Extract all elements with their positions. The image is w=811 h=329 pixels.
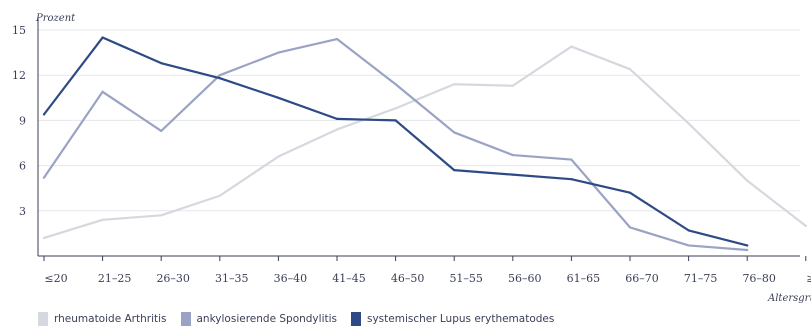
data-point xyxy=(687,229,690,232)
data-point xyxy=(335,128,339,131)
legend-label: ankylosierende Spondylitis xyxy=(196,313,338,325)
legend-swatch xyxy=(351,312,361,326)
data-point xyxy=(160,214,163,217)
data-point xyxy=(628,68,632,71)
data-point xyxy=(511,153,514,157)
legend-label: systemischer Lupus erythematodes xyxy=(367,313,555,325)
data-point xyxy=(453,131,456,134)
data-point xyxy=(160,129,163,133)
axes xyxy=(37,18,807,261)
data-point xyxy=(687,122,690,125)
data-point xyxy=(511,84,514,87)
x-tick-label: 21–25 xyxy=(98,272,132,285)
x-tick-label: ≤20 xyxy=(44,272,67,285)
x-tick-label: 56–60 xyxy=(508,272,542,285)
data-point xyxy=(746,179,749,182)
data-point xyxy=(218,77,221,80)
data-point xyxy=(335,117,339,120)
data-point xyxy=(101,90,104,93)
data-point xyxy=(394,83,397,86)
x-tick-label: 51–55 xyxy=(449,272,483,285)
data-point xyxy=(453,83,456,86)
line-chart: Prozent Altersgruppe 3 6 9 12 15 ≤20 21–25 26–… xyxy=(12,13,811,304)
data-point xyxy=(570,45,573,48)
data-point xyxy=(570,158,573,161)
x-tick-label: ≥81 xyxy=(806,272,811,285)
x-tick-label: 46–50 xyxy=(391,272,425,285)
x-tick-labels: ≤20 21–25 26–30 31–35 36–40 41–45 46–50 51–55 56… xyxy=(44,272,811,285)
y-tick-label: 9 xyxy=(19,114,26,127)
legend-item-ankylosierende-spondylitis: ankylosierende Spondylitis xyxy=(180,312,338,326)
data-point xyxy=(218,74,221,77)
x-tick-label: 36–40 xyxy=(274,272,308,285)
data-point xyxy=(42,176,46,179)
data-point xyxy=(277,51,280,54)
data-point xyxy=(570,178,573,181)
data-point xyxy=(101,36,104,39)
grid-lines xyxy=(38,29,800,212)
data-point xyxy=(101,218,104,221)
data-point xyxy=(160,62,163,65)
data-point xyxy=(804,224,807,227)
data-point xyxy=(277,96,280,99)
y-tick-labels: 3 6 9 12 15 xyxy=(12,24,26,218)
data-point xyxy=(628,226,632,229)
x-tick-label: 76–80 xyxy=(742,272,776,285)
x-tick-label: 26–30 xyxy=(156,272,190,285)
series-line xyxy=(42,36,749,247)
x-tick-label: 61–65 xyxy=(567,272,601,285)
data-point xyxy=(628,191,632,194)
data-point xyxy=(335,37,339,41)
data-point xyxy=(42,236,46,240)
legend-swatch xyxy=(180,312,191,326)
series-lines xyxy=(42,36,807,252)
data-point xyxy=(511,173,514,176)
data-point xyxy=(394,119,397,122)
data-point xyxy=(42,113,46,116)
data-point xyxy=(746,248,749,252)
y-tick-label: 6 xyxy=(19,160,26,173)
legend-label: rheumatoide Arthritis xyxy=(54,313,167,325)
data-point xyxy=(687,244,690,247)
data-point xyxy=(453,169,456,172)
data-point xyxy=(394,107,397,110)
legend-item-systemischer-lupus: systemischer Lupus erythematodes xyxy=(351,312,554,326)
y-axis-title: Prozent xyxy=(35,13,76,24)
data-point xyxy=(218,194,221,197)
series-line xyxy=(42,45,807,240)
x-tick-label: 31–35 xyxy=(215,272,249,285)
x-tick-label: 66–70 xyxy=(625,272,659,285)
y-tick-label: 15 xyxy=(12,24,26,37)
y-tick-label: 12 xyxy=(12,69,26,82)
x-axis-title: Altersgruppe xyxy=(767,293,811,304)
legend-item-rheumatoide-arthritis: rheumatoide Arthritis xyxy=(38,312,167,326)
legend-swatch xyxy=(38,312,48,326)
data-point xyxy=(746,244,749,247)
legend: rheumatoide Arthritis ankylosierende Spo… xyxy=(38,312,554,326)
series-line xyxy=(42,37,749,252)
y-tick-label: 3 xyxy=(19,205,26,218)
data-point xyxy=(277,155,280,158)
x-tick-label: 41–45 xyxy=(332,272,366,285)
x-tick-label: 71–75 xyxy=(684,272,718,285)
